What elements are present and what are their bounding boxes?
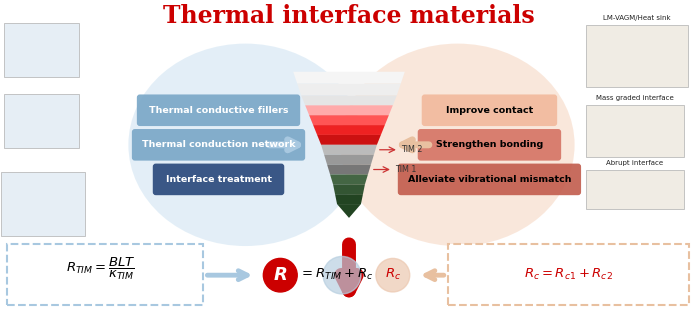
- FancyBboxPatch shape: [422, 94, 557, 126]
- Circle shape: [376, 258, 410, 292]
- Text: Thermal conduction network: Thermal conduction network: [142, 140, 295, 149]
- Polygon shape: [324, 155, 374, 165]
- FancyBboxPatch shape: [1, 173, 85, 236]
- FancyBboxPatch shape: [4, 94, 79, 148]
- FancyBboxPatch shape: [586, 169, 683, 209]
- Text: Thermal conductive fillers: Thermal conductive fillers: [149, 106, 288, 115]
- Text: Mass graded interface: Mass graded interface: [596, 95, 674, 101]
- Polygon shape: [302, 95, 396, 105]
- Text: LM-VAGM/Heat sink: LM-VAGM/Heat sink: [603, 15, 671, 21]
- Polygon shape: [335, 194, 363, 204]
- Text: Strengthen bonding: Strengthen bonding: [436, 140, 543, 149]
- Ellipse shape: [128, 43, 362, 246]
- FancyBboxPatch shape: [417, 129, 561, 161]
- Text: Interface treatment: Interface treatment: [165, 175, 272, 184]
- Text: R: R: [274, 266, 287, 284]
- FancyBboxPatch shape: [137, 94, 300, 126]
- FancyBboxPatch shape: [8, 243, 202, 305]
- Text: $= R_{TIM} + R_c$: $= R_{TIM} + R_c$: [299, 267, 374, 282]
- Text: Improve contact: Improve contact: [446, 106, 533, 115]
- FancyBboxPatch shape: [4, 24, 79, 77]
- Text: $R_c$: $R_c$: [385, 267, 401, 282]
- Text: Thermal interface materials: Thermal interface materials: [163, 5, 535, 28]
- FancyBboxPatch shape: [398, 164, 581, 195]
- Circle shape: [323, 256, 361, 294]
- Text: Alleviate vibrational mismatch: Alleviate vibrational mismatch: [408, 175, 571, 184]
- Text: Abrupt interface: Abrupt interface: [607, 160, 663, 166]
- Text: TIM 1: TIM 1: [395, 165, 416, 174]
- Polygon shape: [293, 72, 405, 84]
- FancyBboxPatch shape: [153, 164, 284, 195]
- Polygon shape: [313, 125, 385, 135]
- Polygon shape: [333, 184, 365, 194]
- FancyBboxPatch shape: [132, 129, 305, 161]
- Polygon shape: [327, 165, 371, 175]
- Ellipse shape: [341, 43, 574, 246]
- Polygon shape: [321, 145, 377, 155]
- Text: $R_c = R_{c1} + R_{c2}$: $R_c = R_{c1} + R_{c2}$: [524, 267, 613, 282]
- Polygon shape: [330, 175, 368, 184]
- Text: TIM 2: TIM 2: [401, 145, 422, 154]
- Text: $R_{TIM} = \dfrac{BLT}{\kappa_{TIM}}$: $R_{TIM} = \dfrac{BLT}{\kappa_{TIM}}$: [66, 256, 136, 282]
- FancyBboxPatch shape: [447, 243, 689, 305]
- Polygon shape: [337, 204, 361, 218]
- FancyBboxPatch shape: [586, 105, 683, 157]
- Polygon shape: [309, 115, 389, 125]
- FancyBboxPatch shape: [586, 25, 688, 87]
- Circle shape: [263, 258, 297, 292]
- Polygon shape: [297, 84, 401, 95]
- Polygon shape: [317, 135, 381, 145]
- Polygon shape: [305, 105, 393, 115]
